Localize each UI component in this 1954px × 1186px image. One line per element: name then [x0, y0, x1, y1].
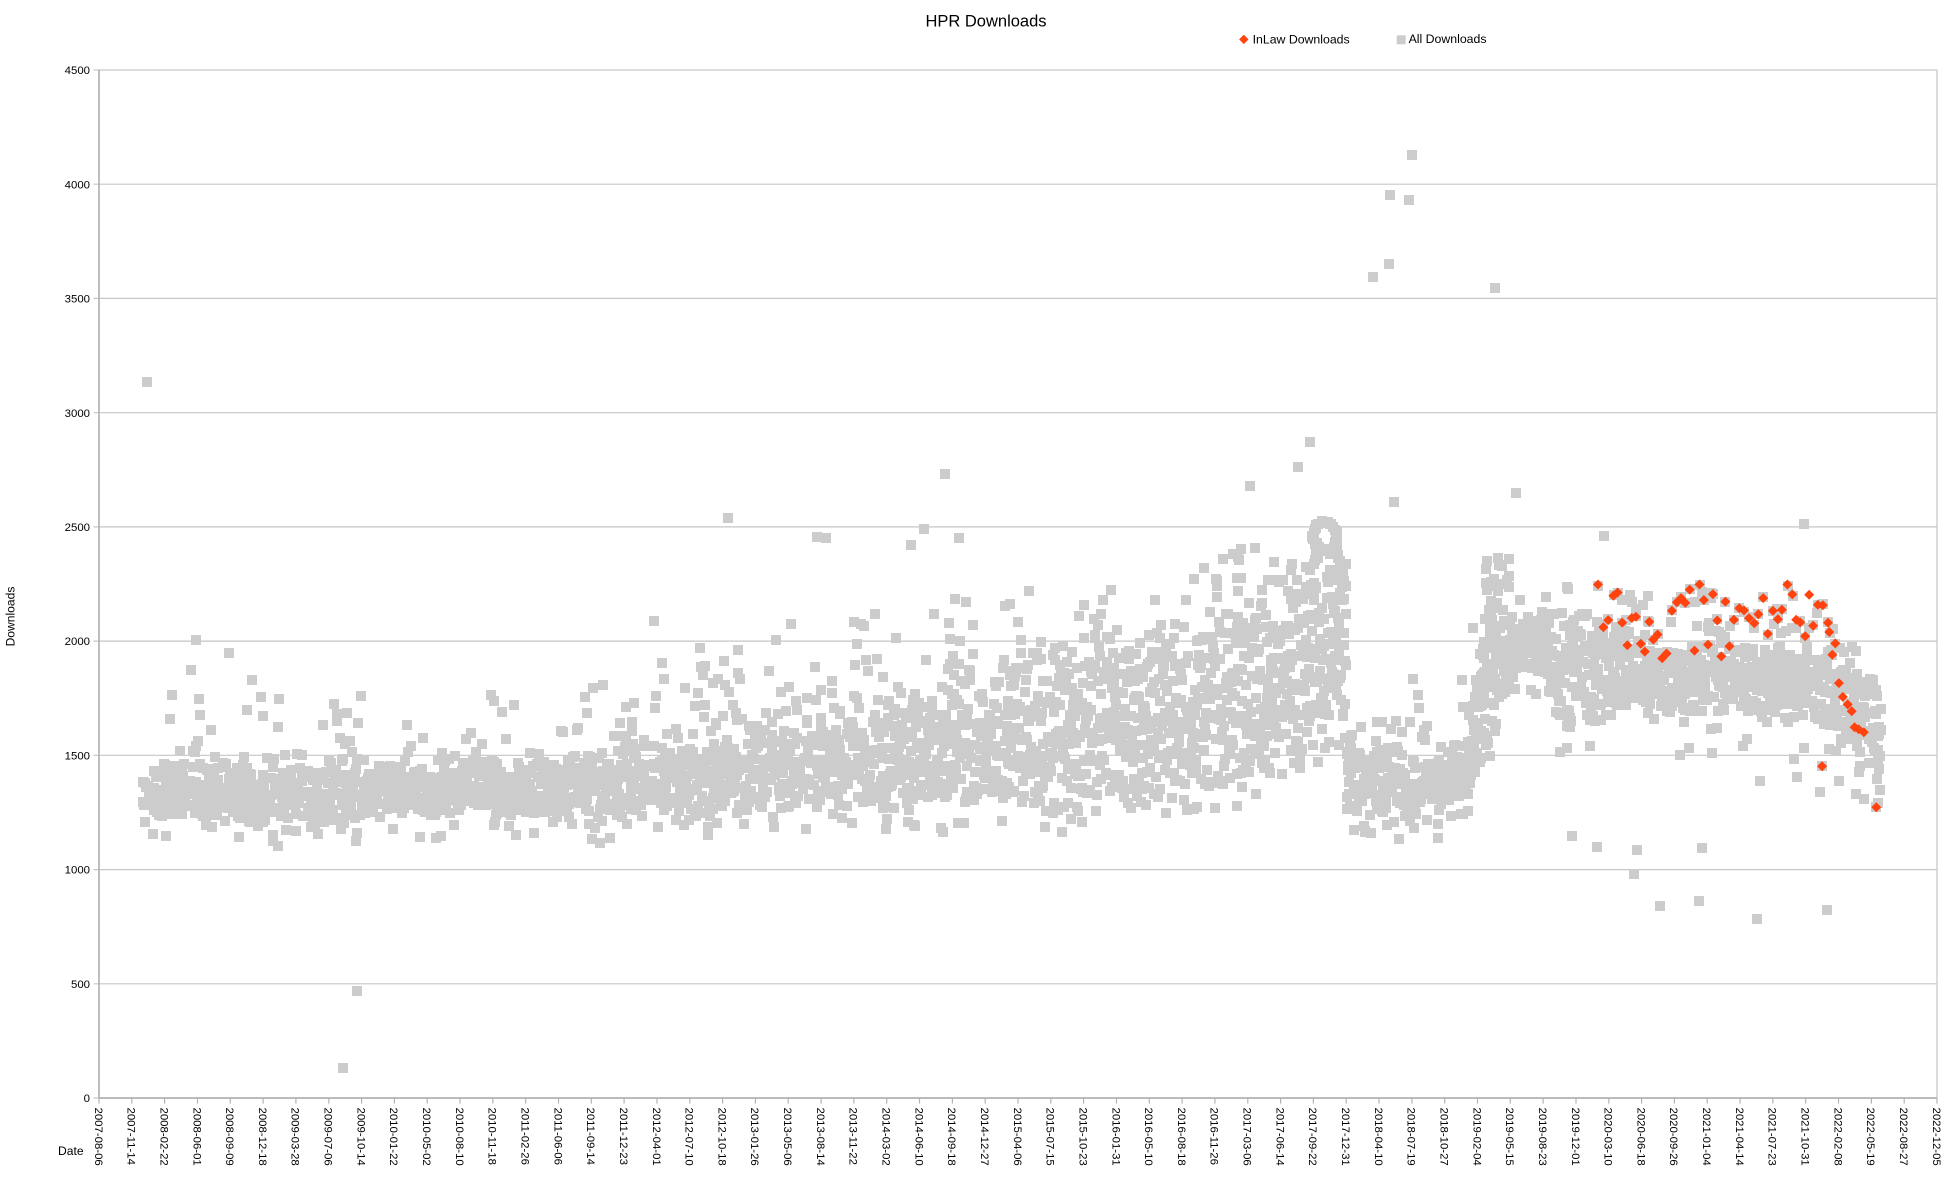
svg-text:2022-05-19: 2022-05-19 — [1864, 1108, 1876, 1166]
svg-text:2021-07-23: 2021-07-23 — [1766, 1108, 1778, 1166]
svg-text:1500: 1500 — [65, 750, 90, 762]
svg-text:2014-09-18: 2014-09-18 — [945, 1108, 957, 1166]
svg-text:2013-11-22: 2013-11-22 — [847, 1108, 859, 1165]
svg-text:2016-05-10: 2016-05-10 — [1142, 1108, 1154, 1166]
svg-text:2500: 2500 — [65, 522, 90, 534]
svg-text:2008-12-18: 2008-12-18 — [256, 1108, 268, 1166]
svg-text:2013-01-26: 2013-01-26 — [748, 1108, 760, 1166]
svg-text:2009-03-28: 2009-03-28 — [289, 1108, 301, 1166]
svg-text:2021-10-31: 2021-10-31 — [1799, 1108, 1811, 1166]
svg-text:2020-06-18: 2020-06-18 — [1634, 1108, 1646, 1166]
svg-text:2007-11-14: 2007-11-14 — [125, 1108, 137, 1165]
svg-text:2009-07-06: 2009-07-06 — [322, 1108, 334, 1166]
svg-text:2007-08-06: 2007-08-06 — [92, 1108, 104, 1166]
svg-text:2019-12-01: 2019-12-01 — [1569, 1108, 1581, 1166]
svg-text:2000: 2000 — [65, 636, 90, 648]
svg-text:2013-08-14: 2013-08-14 — [814, 1108, 826, 1166]
svg-text:2008-06-01: 2008-06-01 — [190, 1108, 202, 1166]
svg-text:2019-08-23: 2019-08-23 — [1536, 1108, 1548, 1166]
svg-text:2017-09-22: 2017-09-22 — [1306, 1108, 1318, 1166]
svg-text:2008-02-22: 2008-02-22 — [157, 1108, 169, 1166]
svg-text:2020-09-26: 2020-09-26 — [1667, 1108, 1679, 1166]
svg-text:3000: 3000 — [65, 408, 90, 420]
svg-text:Downloads: Downloads — [4, 587, 18, 647]
svg-text:2014-03-02: 2014-03-02 — [880, 1108, 892, 1166]
svg-text:1000: 1000 — [65, 865, 90, 877]
svg-text:2017-06-14: 2017-06-14 — [1273, 1108, 1285, 1166]
svg-text:2010-11-18: 2010-11-18 — [486, 1108, 498, 1165]
svg-text:2016-01-31: 2016-01-31 — [1109, 1108, 1121, 1166]
svg-text:2020-03-10: 2020-03-10 — [1602, 1108, 1614, 1166]
svg-text:2012-04-01: 2012-04-01 — [650, 1108, 662, 1166]
svg-text:2022-02-08: 2022-02-08 — [1831, 1108, 1843, 1166]
svg-text:500: 500 — [71, 979, 90, 991]
svg-text:2018-07-19: 2018-07-19 — [1405, 1108, 1417, 1166]
svg-text:2011-02-26: 2011-02-26 — [519, 1108, 531, 1165]
svg-text:InLaw Downloads: InLaw Downloads — [1253, 32, 1350, 46]
svg-text:Date: Date — [58, 1144, 84, 1158]
svg-text:2021-01-04: 2021-01-04 — [1700, 1108, 1712, 1166]
svg-text:2011-12-23: 2011-12-23 — [617, 1108, 629, 1165]
svg-text:2015-10-23: 2015-10-23 — [1076, 1108, 1088, 1166]
svg-text:All Downloads: All Downloads — [1409, 32, 1487, 46]
svg-text:2014-06-10: 2014-06-10 — [912, 1108, 924, 1166]
svg-text:2018-10-27: 2018-10-27 — [1438, 1108, 1450, 1166]
svg-text:2014-12-27: 2014-12-27 — [978, 1108, 990, 1166]
svg-text:2016-11-26: 2016-11-26 — [1208, 1108, 1220, 1165]
svg-text:2022-12-05: 2022-12-05 — [1930, 1108, 1942, 1166]
svg-text:2013-05-06: 2013-05-06 — [781, 1108, 793, 1166]
svg-text:2018-04-10: 2018-04-10 — [1372, 1108, 1384, 1166]
svg-text:2009-10-14: 2009-10-14 — [354, 1108, 366, 1166]
svg-text:2010-01-22: 2010-01-22 — [387, 1108, 399, 1166]
svg-text:2011-09-14: 2011-09-14 — [584, 1108, 596, 1165]
svg-text:2017-12-31: 2017-12-31 — [1339, 1108, 1351, 1166]
svg-text:HPR Downloads: HPR Downloads — [925, 13, 1046, 31]
svg-text:0: 0 — [84, 1093, 90, 1105]
svg-text:2017-03-06: 2017-03-06 — [1241, 1108, 1253, 1166]
svg-text:4500: 4500 — [65, 65, 90, 77]
svg-text:2011-06-06: 2011-06-06 — [551, 1108, 563, 1165]
svg-text:2012-10-18: 2012-10-18 — [715, 1108, 727, 1166]
svg-text:2010-08-10: 2010-08-10 — [453, 1108, 465, 1166]
svg-text:2012-07-10: 2012-07-10 — [683, 1108, 695, 1166]
svg-text:2022-08-27: 2022-08-27 — [1897, 1108, 1909, 1166]
svg-text:2019-05-15: 2019-05-15 — [1503, 1108, 1515, 1166]
svg-text:4000: 4000 — [65, 179, 90, 191]
svg-text:2015-04-06: 2015-04-06 — [1011, 1108, 1023, 1166]
svg-text:2015-07-15: 2015-07-15 — [1044, 1108, 1056, 1166]
svg-text:2016-08-18: 2016-08-18 — [1175, 1108, 1187, 1166]
svg-text:2008-09-09: 2008-09-09 — [223, 1108, 235, 1166]
svg-text:2021-04-14: 2021-04-14 — [1733, 1108, 1745, 1166]
svg-text:2010-05-02: 2010-05-02 — [420, 1108, 432, 1166]
svg-text:2019-02-04: 2019-02-04 — [1470, 1108, 1482, 1166]
svg-text:3500: 3500 — [65, 294, 90, 306]
